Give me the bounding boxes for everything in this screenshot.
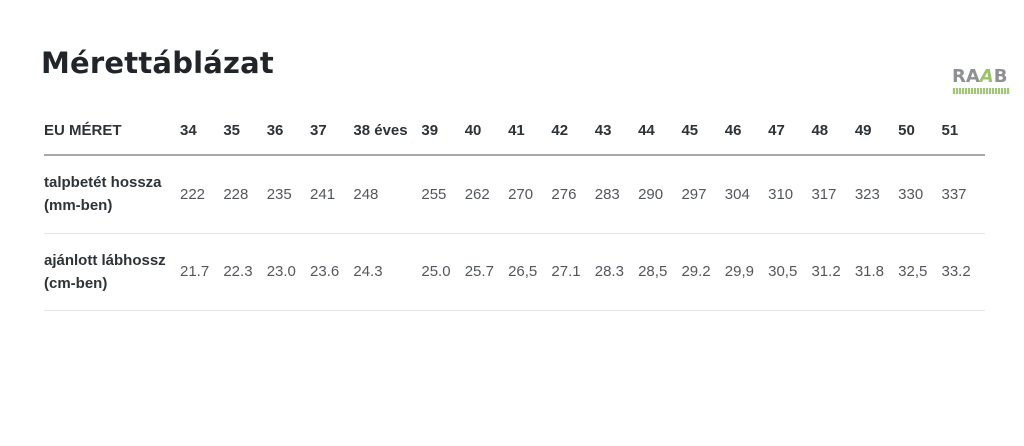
- size-value-cell: 323: [854, 155, 899, 234]
- size-column-header: 36: [266, 120, 311, 156]
- size-value-cell: 27.1: [551, 233, 595, 311]
- size-table: EU MÉRET 34 35 36 37 38 éves 39 40 41 42 43 44 45 46…: [44, 120, 985, 311]
- size-value-cell: 23.6: [310, 233, 354, 311]
- size-value-cell: 290: [638, 155, 682, 234]
- size-value-cell: 310: [768, 155, 812, 234]
- page-title: Mérettáblázat: [41, 46, 274, 80]
- size-value-cell: 28,5: [638, 233, 682, 311]
- logo-letter-b: B: [993, 66, 1008, 87]
- size-column-header: 40: [464, 120, 509, 156]
- size-value-cell: 22.3: [223, 233, 267, 311]
- row-unit-text: (cm-ben): [44, 274, 108, 292]
- size-value-cell: 270: [508, 155, 552, 234]
- size-value-cell: 222: [180, 155, 224, 234]
- size-value-cell: 21.7: [180, 233, 224, 311]
- size-column-header: 50: [898, 120, 942, 156]
- size-column-header: 42: [551, 120, 595, 156]
- raab-logo-text: RAAB: [952, 68, 1010, 86]
- row-label-text: ajánlott lábhossz: [44, 251, 166, 269]
- table-row: talpbetét hossza (mm-ben) 222 228 235 241 248 2…: [44, 155, 985, 234]
- size-value-cell: 248: [353, 155, 422, 234]
- size-value-cell: 297: [681, 155, 725, 234]
- size-column-header: 51: [941, 120, 985, 156]
- size-column-header: 45: [681, 120, 725, 156]
- size-column-header: 43: [594, 120, 639, 156]
- row-label-cell: talpbetét hossza (mm-ben): [44, 155, 180, 234]
- size-value-cell: 23.0: [266, 233, 311, 311]
- size-value-cell: 29.2: [681, 233, 725, 311]
- header-eu-meret: EU MÉRET: [44, 120, 180, 156]
- size-column-header: 37: [310, 120, 354, 156]
- logo-accent-letter: A: [979, 66, 994, 87]
- row-label-text: talpbetét hossza: [44, 174, 162, 191]
- table-row: ajánlott lábhossz (cm-ben) 21.7 22.3 23.0 23.…: [44, 233, 985, 311]
- size-value-cell: 228: [223, 155, 267, 234]
- size-column-header: 48: [811, 120, 855, 156]
- size-value-cell: 29,9: [724, 233, 769, 311]
- size-value-cell: 241: [310, 155, 354, 234]
- raab-logo: RAAB: [952, 68, 1010, 94]
- logo-letters-ra: RA: [952, 66, 980, 87]
- size-value-cell: 262: [464, 155, 509, 234]
- logo-tagline-bar: [952, 88, 1010, 94]
- size-column-header: 44: [638, 120, 682, 156]
- size-column-header: 47: [768, 120, 812, 156]
- size-value-cell: 283: [594, 155, 639, 234]
- size-value-cell: 26,5: [508, 233, 552, 311]
- size-value-cell: 30,5: [768, 233, 812, 311]
- size-value-cell: 304: [724, 155, 769, 234]
- size-column-header: 49: [854, 120, 899, 156]
- table-header-row: EU MÉRET 34 35 36 37 38 éves 39 40 41 42 43 44 45 46…: [44, 120, 985, 156]
- row-label-cell: ajánlott lábhossz (cm-ben): [44, 233, 180, 311]
- size-value-cell: 31.8: [854, 233, 899, 311]
- size-column-header: 46: [724, 120, 769, 156]
- size-value-cell: 276: [551, 155, 595, 234]
- size-value-cell: 235: [266, 155, 311, 234]
- size-column-header: 35: [223, 120, 267, 156]
- size-value-cell: 32,5: [898, 233, 942, 311]
- row-unit-text: (mm-ben): [44, 197, 113, 215]
- size-column-header: 39: [421, 120, 465, 156]
- size-value-cell: 24.3: [353, 233, 422, 311]
- size-column-header: 41: [508, 120, 552, 156]
- size-value-cell: 28.3: [594, 233, 639, 311]
- size-value-cell: 337: [941, 155, 985, 234]
- size-column-header: 38 éves: [353, 120, 422, 156]
- size-value-cell: 33.2: [941, 233, 985, 311]
- size-value-cell: 255: [421, 155, 465, 234]
- size-value-cell: 330: [898, 155, 942, 234]
- size-value-cell: 25.7: [464, 233, 509, 311]
- size-value-cell: 317: [811, 155, 855, 234]
- size-value-cell: 31.2: [811, 233, 855, 311]
- size-chart-page: RAAB Mérettáblázat EU MÉRET 34 35 36 37 38 é…: [0, 46, 1024, 446]
- size-value-cell: 25.0: [421, 233, 465, 311]
- size-column-header: 34: [180, 120, 224, 156]
